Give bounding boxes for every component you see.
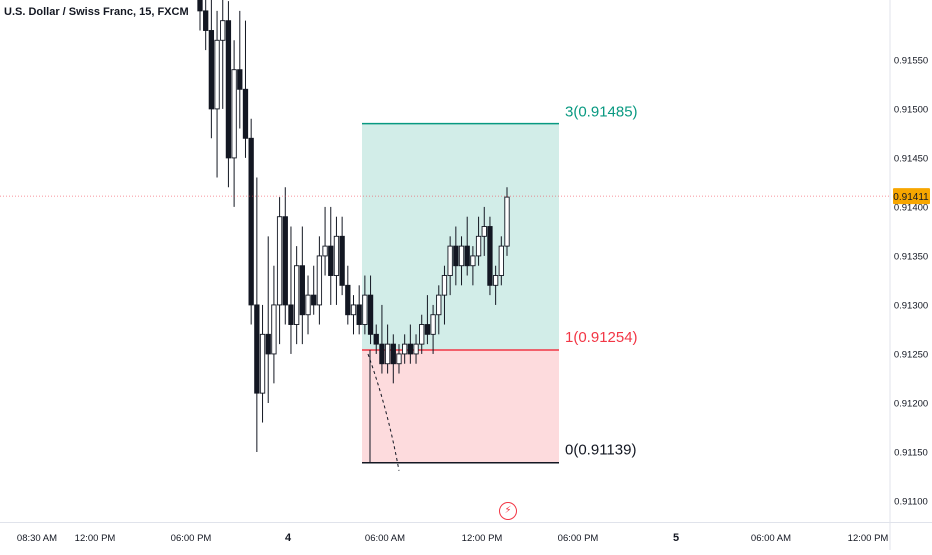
time-tick-label: 06:00 PM — [171, 533, 212, 544]
price-tick-label: 0.91200 — [894, 398, 928, 409]
candle-body — [447, 245, 453, 276]
candle-body — [293, 265, 300, 325]
candle-body — [220, 20, 226, 41]
price-tick-label: 0.91100 — [894, 496, 928, 507]
price-tick-label: 0.91500 — [894, 104, 928, 115]
candle-body — [242, 88, 249, 139]
time-tick-label: 5 — [673, 532, 679, 544]
lightning-icon[interactable]: ⚡ — [499, 502, 517, 520]
candle-body — [328, 245, 334, 276]
time-tick-label: 12:00 PM — [462, 533, 503, 544]
candle-body — [271, 304, 277, 355]
symbol-title: U.S. Dollar / Swiss Franc, 15, FXCM — [4, 6, 189, 18]
candle-body — [203, 10, 209, 31]
candle-body — [504, 196, 510, 247]
candle-body — [487, 226, 493, 286]
candle-body — [362, 294, 368, 325]
price-tick-label: 0.91450 — [894, 153, 928, 164]
price-tick-label: 0.91400 — [894, 202, 928, 213]
candle-body — [311, 294, 317, 306]
entry-label: 1(0.91254) — [565, 329, 638, 346]
candle-body — [407, 343, 414, 355]
candle-body — [498, 245, 504, 276]
candle-body — [367, 294, 374, 335]
candle-body — [436, 294, 442, 316]
projection-path — [367, 353, 400, 471]
candle-body — [316, 255, 323, 306]
candle-body — [299, 265, 305, 316]
candles — [197, 0, 510, 452]
candle-body — [276, 216, 283, 306]
candle-body — [379, 343, 385, 365]
target-label: 3(0.91485) — [565, 104, 638, 121]
candle-body — [265, 333, 271, 355]
price-tick-label: 0.91250 — [894, 349, 928, 360]
candle-body — [345, 284, 351, 316]
candle-body — [231, 69, 237, 159]
candle-body — [396, 353, 402, 365]
candle-body — [402, 343, 408, 355]
candle-body — [390, 343, 396, 365]
candle-body — [458, 245, 465, 267]
candle-body — [419, 324, 425, 345]
time-tick-label: 4 — [285, 532, 292, 544]
time-tick-label: 12:00 PM — [75, 533, 116, 544]
candle-body — [424, 324, 431, 335]
candle-body — [430, 314, 436, 335]
candle-body — [288, 304, 294, 325]
candle-body — [282, 216, 288, 306]
candle-body — [373, 333, 379, 345]
candle-body — [225, 20, 232, 159]
candle-body — [453, 245, 459, 267]
candle-body — [237, 69, 243, 90]
price-tick-label: 0.91300 — [894, 300, 928, 311]
time-tick-label: 06:00 AM — [751, 533, 791, 544]
candle-body — [259, 333, 266, 394]
current-price-tag — [893, 188, 930, 205]
candle-body — [248, 137, 254, 306]
candle-body — [464, 245, 470, 267]
stop-zone — [362, 350, 559, 463]
candle-body — [384, 343, 391, 365]
price-tick-label: 0.91550 — [894, 55, 928, 66]
candle-body — [214, 39, 220, 110]
candle-body — [475, 235, 482, 257]
candle-body — [322, 245, 328, 257]
candle-body — [197, 0, 203, 12]
position-zones: 3(0.91485) 1(0.91254) 0(0.91139) — [362, 104, 638, 471]
time-tick-label: 08:30 AM — [17, 533, 57, 544]
candle-body — [413, 343, 419, 355]
stop-label: 0(0.91139) — [565, 442, 636, 459]
target-zone — [362, 123, 559, 351]
candle-body — [492, 275, 499, 286]
candle-body — [441, 275, 448, 296]
candle-body — [208, 30, 215, 110]
candle-body — [356, 304, 362, 325]
current-price-value: 0.91411 — [893, 192, 929, 203]
candle-body — [339, 235, 345, 286]
candle-body — [254, 304, 260, 394]
candle-body — [333, 235, 340, 276]
price-tick-label: 0.91150 — [894, 447, 928, 458]
time-tick-label: 12:00 PM — [848, 533, 889, 544]
time-tick-label: 06:00 PM — [558, 533, 599, 544]
candle-body — [305, 294, 311, 316]
price-axis: 0.91411 0.91550 0.91500 0.91450 0.91400 0.913… — [889, 0, 930, 550]
price-tick-label: 0.91350 — [894, 251, 928, 262]
candle-body — [470, 255, 476, 267]
time-tick-label: 06:00 AM — [365, 533, 405, 544]
candle-body — [350, 304, 357, 316]
time-axis: 08:30 AM 12:00 PM 06:00 PM 4 06:00 AM 12:00 P… — [0, 522, 932, 544]
candle-body — [481, 226, 487, 237]
